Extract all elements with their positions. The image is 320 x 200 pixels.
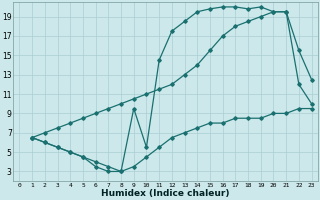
X-axis label: Humidex (Indice chaleur): Humidex (Indice chaleur) [101, 189, 230, 198]
